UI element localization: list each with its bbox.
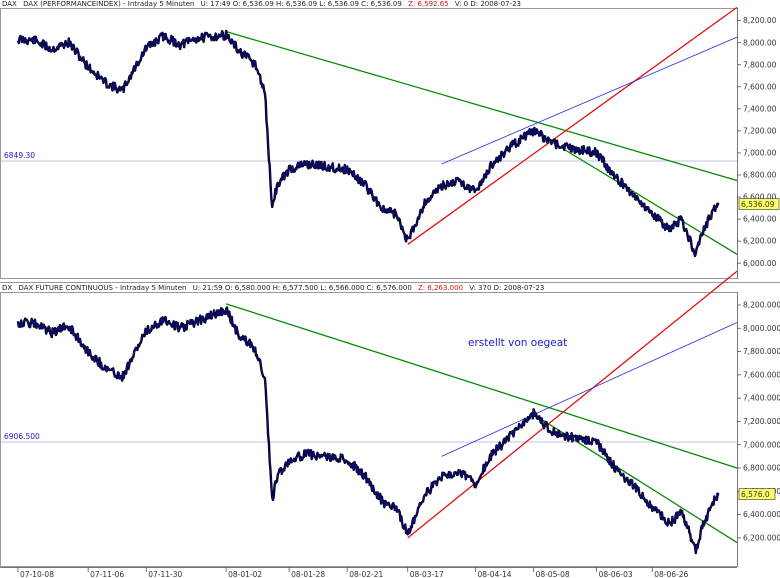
x-tick-label: 08-02-21 xyxy=(349,570,383,578)
y-tick-label: 6,600.00 xyxy=(743,193,777,202)
x-tick-label: 07-11-30 xyxy=(148,570,182,578)
y-tick-label: 6,200.000 xyxy=(743,533,780,542)
y-tick-label: 6,400.00 xyxy=(743,215,777,224)
y-tick-label: 7,200.00 xyxy=(743,126,777,135)
previous-close: Z: 6,592.65 xyxy=(408,0,449,8)
last-price-label: 6,536.09 xyxy=(741,200,775,209)
x-tick-label: 07-10-08 xyxy=(20,570,54,578)
x-axis: 07-10-08 07-11-06 07-11-30 08-01-02 08-01-28… xyxy=(0,567,737,578)
quote-readout: U: 17:49 O: 6,536.09 H: 6,536.09 L: 6,53… xyxy=(201,0,402,8)
x-tick-label: 08-04-14 xyxy=(478,570,512,578)
last-price-point xyxy=(716,492,720,496)
y-tick-label: 8,200.000 xyxy=(743,301,780,310)
y-tick-label: 7,800.000 xyxy=(743,347,780,356)
price-line xyxy=(17,306,719,554)
downtrend-trendline xyxy=(225,31,738,182)
volume-date: V: 370 D: 2008-07-23 xyxy=(469,284,544,292)
last-price-point xyxy=(716,202,720,206)
y-tick-label: 6,800.00 xyxy=(743,171,777,180)
y-tick-label: 7,000.00 xyxy=(743,149,777,158)
downtrend-trendline xyxy=(225,303,738,469)
x-tick-label: 08-06-26 xyxy=(654,570,688,578)
panel-header: DAX DAX (PERFORMANCEINDEX) - Intraday 5 … xyxy=(2,0,521,8)
last-price-marker: 6,536.09 xyxy=(738,198,780,210)
symbol-label: DAX xyxy=(2,0,17,8)
y-tick-label: 7,600.00 xyxy=(743,82,777,91)
level-label: 6849.30 xyxy=(4,151,35,160)
channel-trendline xyxy=(441,36,738,165)
annotation-text: erstellt von oegeat xyxy=(468,337,567,349)
price-line xyxy=(17,30,719,257)
y-tick-label: 7,000.000 xyxy=(743,440,780,449)
x-tick-label: 08-05-08 xyxy=(536,570,570,578)
y-tick-label: 6,200.00 xyxy=(743,237,777,246)
panel-header: DX DAX FUTURE CONTINUOUS - Intraday 5 Mi… xyxy=(2,284,544,292)
symbol-label: DX xyxy=(2,284,12,292)
y-tick-label: 7,800.00 xyxy=(743,60,777,69)
x-tick-label: 08-03-17 xyxy=(410,570,444,578)
uptrend-trendline xyxy=(407,270,738,539)
x-tick-label: 07-11-06 xyxy=(90,570,124,578)
x-tick-label: 08-01-28 xyxy=(291,570,325,578)
instrument-title: DAX FUTURE CONTINUOUS - Intraday 5 Minut… xyxy=(18,284,186,292)
y-tick-label: 6,400.000 xyxy=(743,510,780,519)
trendlines xyxy=(225,270,738,544)
volume-date: V: 0 D: 2008-07-23 xyxy=(455,0,521,8)
instrument-title: DAX (PERFORMANCEINDEX) - Intraday 5 Minu… xyxy=(23,0,194,8)
last-price-marker: 6,576.0 xyxy=(738,488,776,500)
x-tick-label: 08-06-03 xyxy=(599,570,633,578)
y-tick-label: 7,600.000 xyxy=(743,370,780,379)
channel-trendline xyxy=(441,322,738,457)
y-axis: 6,000.00 6,200.00 6,400.00 6,600.00 6,800.00… xyxy=(737,16,777,268)
panel-dax-index: DAX DAX (PERFORMANCEINDEX) - Intraday 5 … xyxy=(0,0,780,279)
quote-readout: U: 21:59 O: 6,580.000 H: 6,577.500 L: 6,… xyxy=(193,284,412,292)
x-tick-label: 08-01-02 xyxy=(228,570,262,578)
previous-close: Z: 6,263.000 xyxy=(418,284,463,292)
y-tick-label: 7,400.000 xyxy=(743,394,780,403)
y-tick-label: 7,400.00 xyxy=(743,104,777,113)
level-label: 6906.500 xyxy=(4,432,40,441)
uptrend-trendline xyxy=(407,6,738,245)
y-tick-label: 8,000.000 xyxy=(743,324,780,333)
last-price-label: 6,576.0 xyxy=(741,490,770,499)
y-tick-label: 8,000.00 xyxy=(743,38,777,47)
y-tick-label: 6,000.00 xyxy=(743,259,777,268)
price-series xyxy=(16,29,720,258)
panel-dax-future: DX DAX FUTURE CONTINUOUS - Intraday 5 Mi… xyxy=(0,270,780,567)
y-tick-label: 6,800.000 xyxy=(743,464,780,473)
y-tick-label: 7,200.000 xyxy=(743,417,780,426)
y-tick-label: 8,200.00 xyxy=(743,16,777,25)
price-series xyxy=(16,306,720,555)
